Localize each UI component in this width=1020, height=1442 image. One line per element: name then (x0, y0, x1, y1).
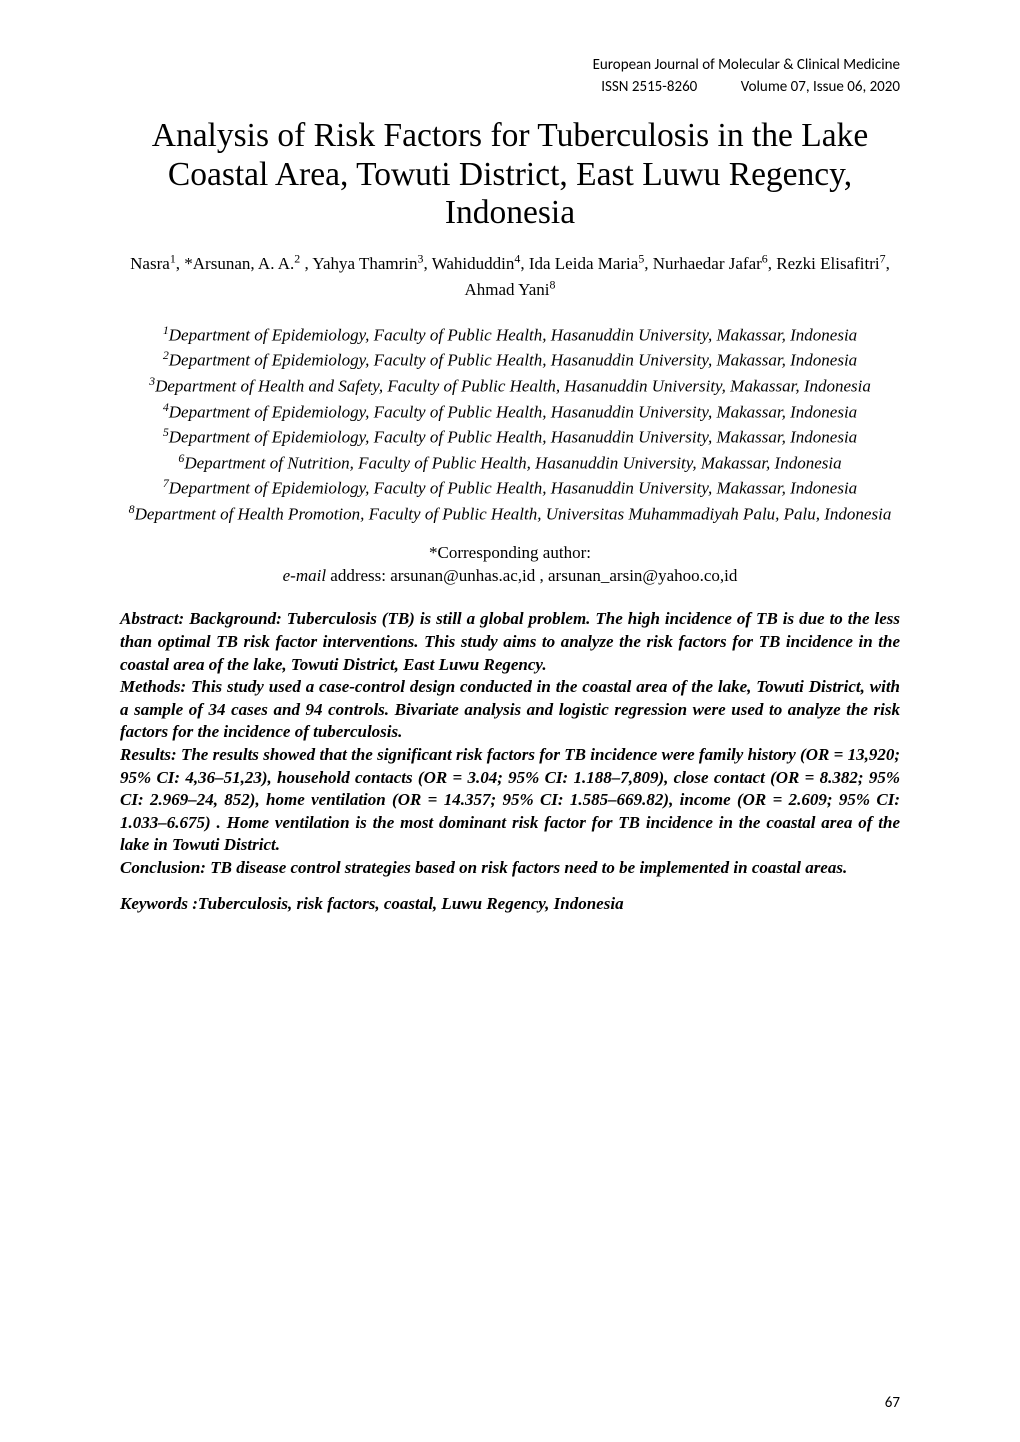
affiliation-text: Department of Epidemiology, Faculty of P… (169, 325, 857, 344)
author-name: Rezki Elisafitri (776, 254, 879, 273)
affiliation-entry: 5Department of Epidemiology, Faculty of … (120, 424, 900, 450)
affiliation-text: Department of Health Promotion, Faculty … (135, 505, 892, 524)
author-name: *Arsunan, A. A. (184, 254, 294, 273)
author-entry: Nasra1, (130, 254, 184, 273)
affiliation-text: Department of Epidemiology, Faculty of P… (169, 479, 857, 498)
author-entry: Ida Leida Maria5, (529, 254, 653, 273)
abstract-results: Results: The results showed that the sig… (120, 744, 900, 857)
affiliation-entry: 6Department of Nutrition, Faculty of Pub… (120, 450, 900, 476)
author-sep: , (768, 254, 777, 273)
author-entry: Nurhaedar Jafar6, (653, 254, 776, 273)
author-name: Wahiduddin (432, 254, 515, 273)
affiliation-entry: 1Department of Epidemiology, Faculty of … (120, 322, 900, 348)
affiliation-entry: 2Department of Epidemiology, Faculty of … (120, 347, 900, 373)
author-entry: Wahiduddin4, (432, 254, 529, 273)
page-number: 67 (885, 1394, 900, 1412)
paper-title: Analysis of Risk Factors for Tuberculosi… (120, 117, 900, 233)
authors-block: Nasra1, *Arsunan, A. A.2 , Yahya Thamrin… (120, 251, 900, 302)
affiliation-text: Department of Epidemiology, Faculty of P… (169, 402, 857, 421)
correspondence-label: *Corresponding author: (120, 542, 900, 565)
journal-name: European Journal of Molecular & Clinical… (120, 56, 900, 76)
affiliation-text: Department of Nutrition, Faculty of Publ… (184, 453, 841, 472)
email-label: e-mail (283, 566, 326, 585)
author-entry: *Arsunan, A. A.2 , (184, 254, 312, 273)
author-name: Nasra (130, 254, 170, 273)
affiliation-text: Department of Health and Safety, Faculty… (155, 377, 871, 396)
author-entry: Rezki Elisafitri7, (776, 254, 890, 273)
author-entry: Ahmad Yani8 (465, 280, 556, 299)
affiliation-entry: 8Department of Health Promotion, Faculty… (120, 501, 900, 527)
issn-volume-line: ISSN 2515-8260 Volume 07, Issue 06, 2020 (120, 78, 900, 98)
abstract-conclusion: Conclusion: TB disease control strategie… (120, 857, 900, 880)
affiliation-text: Department of Epidemiology, Faculty of P… (169, 428, 857, 447)
email-addresses: address: arsunan@unhas.ac,id , arsunan_a… (326, 566, 737, 585)
affiliation-entry: 3Department of Health and Safety, Facult… (120, 373, 900, 399)
running-header: European Journal of Molecular & Clinical… (120, 56, 900, 97)
affiliation-text: Department of Epidemiology, Faculty of P… (169, 351, 857, 370)
affiliations-block: 1Department of Epidemiology, Faculty of … (120, 322, 900, 527)
author-name: Ahmad Yani (465, 280, 550, 299)
author-sep: , (423, 254, 431, 273)
author-sep: , (176, 254, 185, 273)
volume-label: Volume 07, Issue 06, 2020 (741, 78, 900, 96)
abstract-methods: Methods: This study used a case-control … (120, 676, 900, 744)
correspondence-block: *Corresponding author: e-mail address: a… (120, 542, 900, 588)
abstract-block: Abstract: Background: Tuberculosis (TB) … (120, 608, 900, 879)
author-sep: , (644, 254, 653, 273)
keywords-line: Keywords :Tuberculosis, risk factors, co… (120, 894, 900, 914)
author-name: Yahya Thamrin (312, 254, 417, 273)
affiliation-entry: 7Department of Epidemiology, Faculty of … (120, 475, 900, 501)
author-entry: Yahya Thamrin3, (312, 254, 431, 273)
author-name: Nurhaedar Jafar (653, 254, 762, 273)
affiliation-entry: 4Department of Epidemiology, Faculty of … (120, 399, 900, 425)
author-affil-sup: 8 (550, 277, 556, 291)
author-sep: , (520, 254, 529, 273)
issn-label: ISSN 2515-8260 (601, 78, 737, 96)
correspondence-address: e-mail address: arsunan@unhas.ac,id , ar… (120, 565, 900, 588)
author-sep: , (300, 254, 312, 273)
author-sep: , (886, 254, 890, 273)
abstract-background: Abstract: Background: Tuberculosis (TB) … (120, 608, 900, 676)
author-name: Ida Leida Maria (529, 254, 639, 273)
